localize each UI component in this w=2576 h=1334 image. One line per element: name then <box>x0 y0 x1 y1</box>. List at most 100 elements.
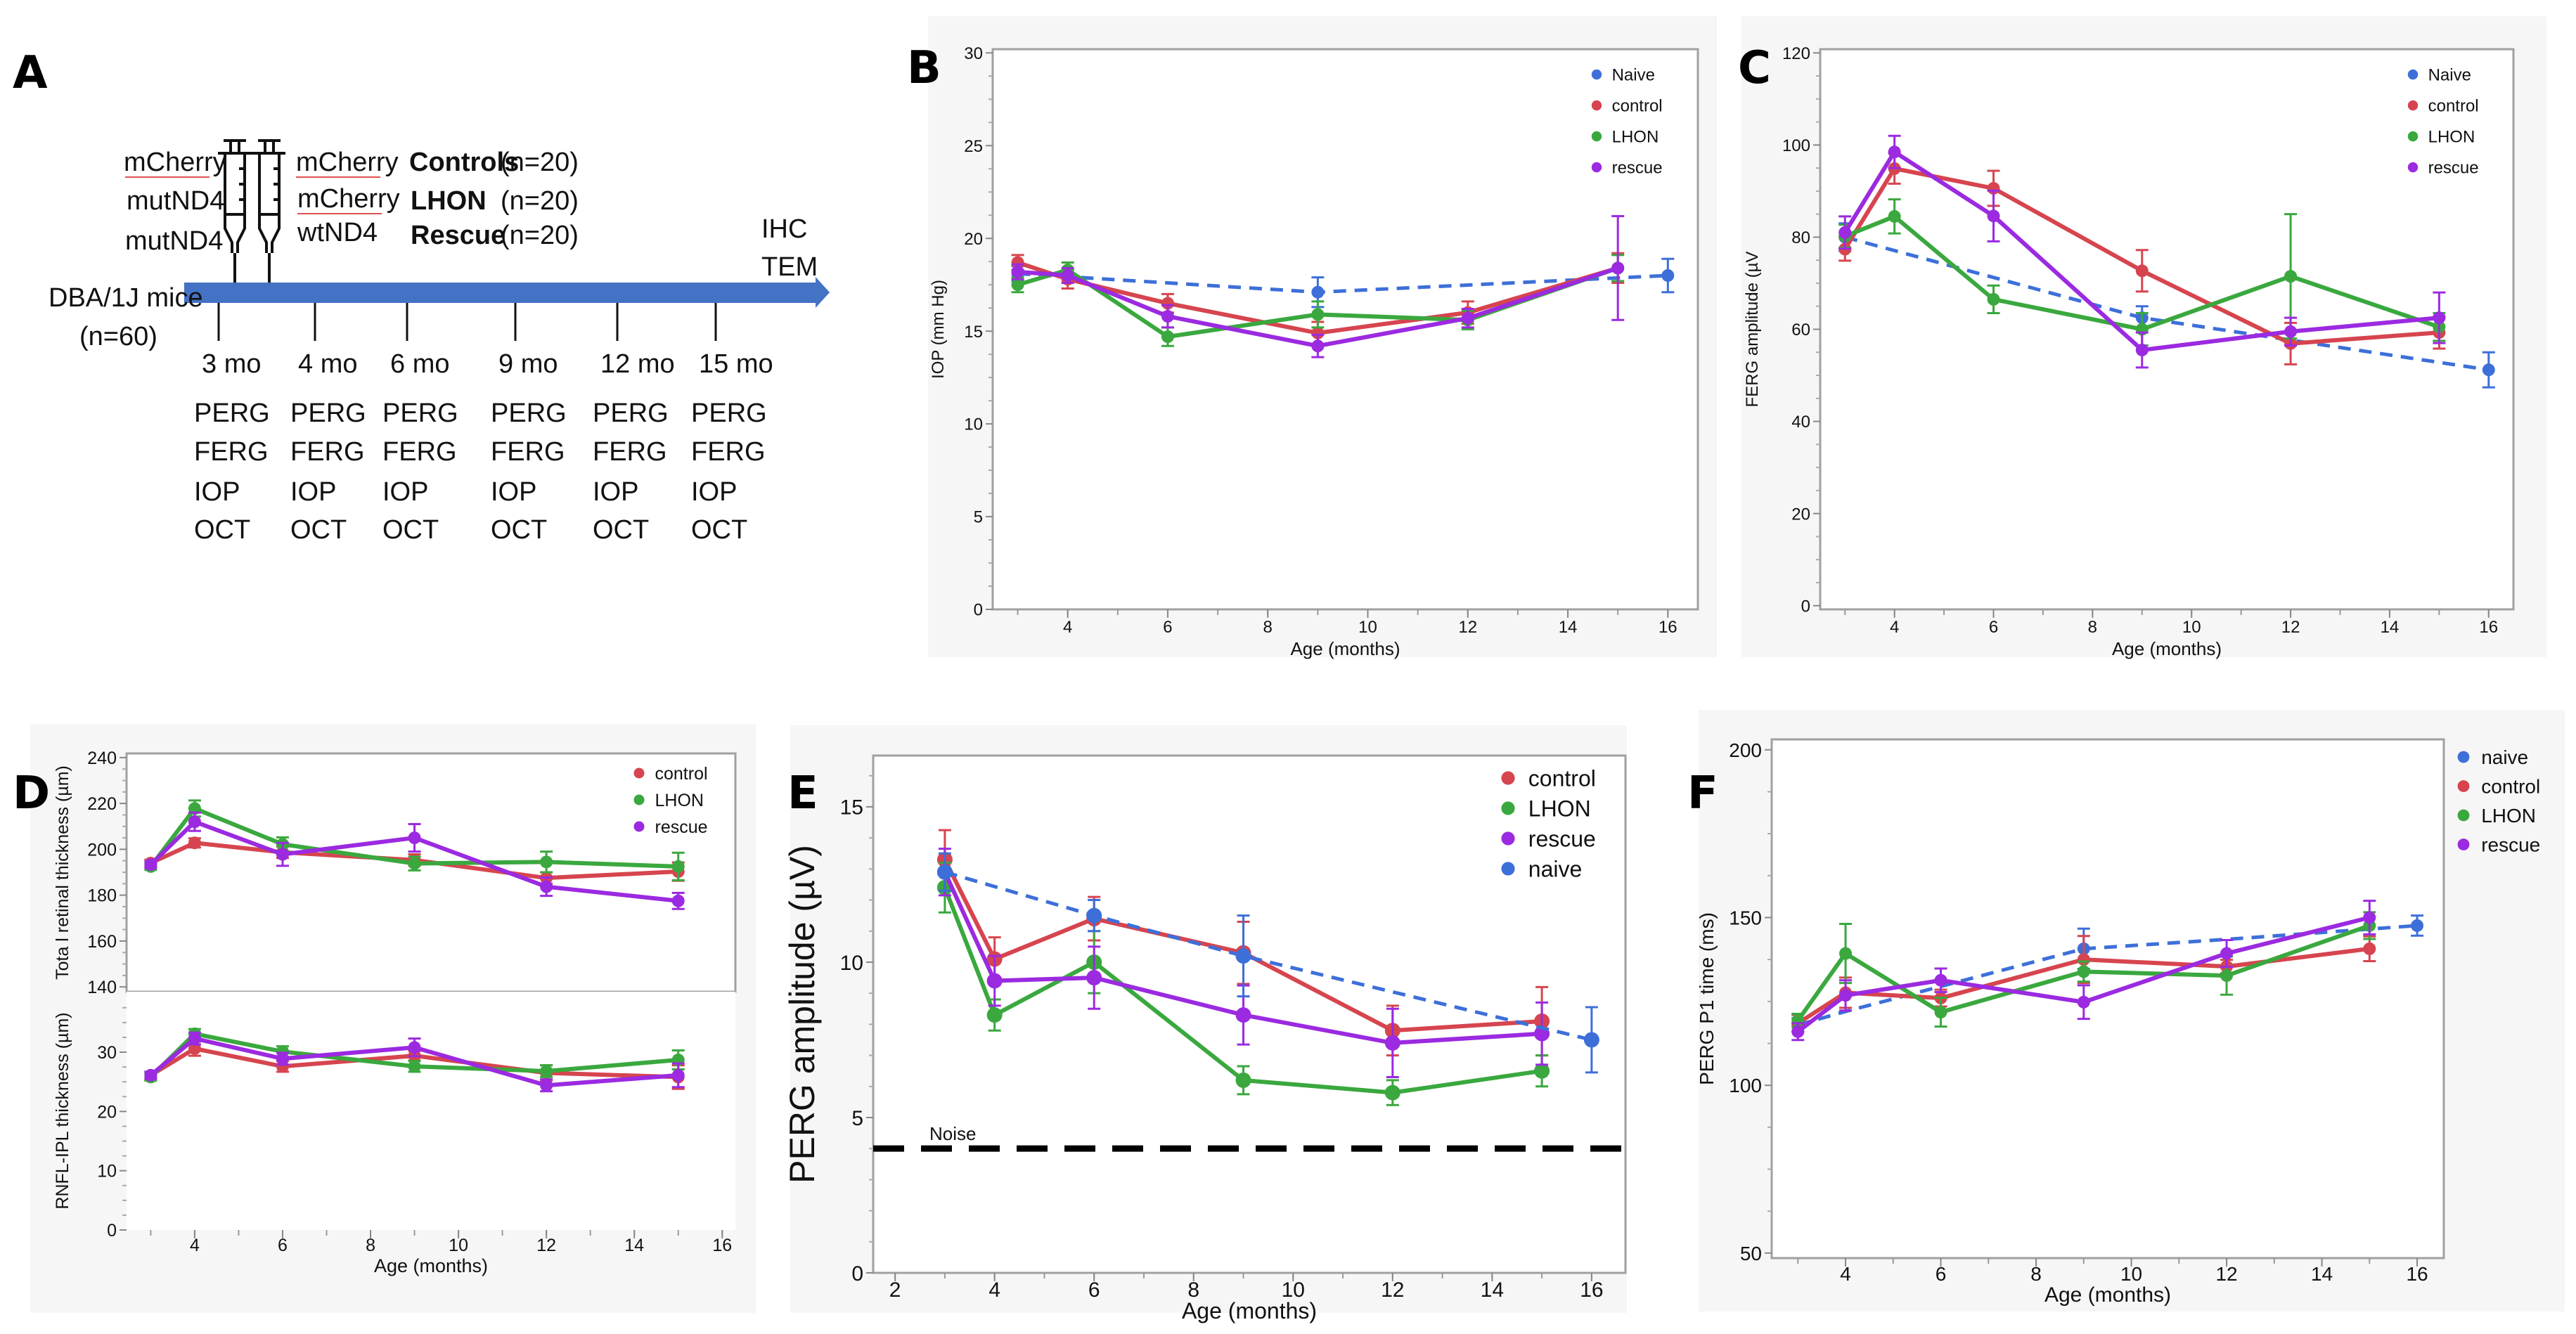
timepoint: 9 mo PERG FERG IOP OCT <box>491 303 567 545</box>
cohort-n: (n=60) <box>79 322 157 351</box>
legend-item: control <box>2407 97 2479 116</box>
data-point <box>2077 995 2090 1009</box>
x-tick-label: 10 <box>1282 1278 1305 1302</box>
timeline-diagram: mCherry mutND4 mutND4 mCherry mCherry wt… <box>49 139 830 545</box>
x-tick-label: 16 <box>1580 1278 1603 1302</box>
timepoint-label: 12 mo <box>600 349 675 379</box>
legend: Naive control LHON rescue <box>1591 66 1663 178</box>
data-point <box>1661 268 1675 282</box>
legend: Naive control LHON rescue <box>2407 66 2479 178</box>
series-line <box>1017 266 1619 349</box>
syringe-left-label: mutND4 <box>125 226 223 256</box>
panel-letter: B <box>907 42 941 94</box>
legend-label: LHON <box>1528 796 1591 822</box>
endpoint-label: TEM <box>761 252 818 282</box>
panel-letter: F <box>1687 768 1718 820</box>
plot-frame <box>1819 48 2515 611</box>
legend-label: naive <box>2481 746 2528 768</box>
data-point <box>1611 261 1625 275</box>
data-point <box>1011 256 1024 269</box>
legend-swatch <box>2407 162 2419 173</box>
data-point <box>2284 325 2298 338</box>
test-label: IOP <box>194 477 240 507</box>
y-tick-label: 25 <box>964 137 983 156</box>
y-axis-label: Tota l retinal thickness (µm) <box>53 765 72 980</box>
series-rescue <box>144 811 685 910</box>
data-point <box>1235 1007 1251 1023</box>
series-line <box>149 1036 678 1088</box>
legend-swatch <box>2457 780 2470 792</box>
data-point <box>1061 268 1074 282</box>
data-point <box>1839 947 1853 960</box>
series-line <box>1796 946 2370 1025</box>
series-line <box>1843 166 2440 346</box>
x-axis-label: Age (months) <box>1182 1298 1317 1323</box>
data-point <box>408 1060 421 1073</box>
data-point <box>2220 969 2234 983</box>
panel-letter: E <box>787 768 818 820</box>
syringe-left-label: mutND4 <box>127 186 224 216</box>
legend-item: rescue <box>1591 159 1663 178</box>
data-point <box>1161 297 1174 310</box>
data-point <box>144 1068 157 1082</box>
x-tick-label: 10 <box>1358 618 1377 637</box>
legend-label: LHON <box>1612 128 1659 147</box>
y-tick-label: 100 <box>1729 1075 1762 1096</box>
legend-label: LHON <box>2481 805 2536 827</box>
x-tick-label: 12 <box>2281 618 2300 637</box>
legend-swatch <box>1501 801 1515 815</box>
data-point <box>1011 278 1024 292</box>
data-point <box>671 894 685 907</box>
data-point <box>540 855 553 869</box>
legend-label: LHON <box>2428 128 2475 147</box>
data-point <box>1384 1035 1400 1051</box>
y-tick-label: 5 <box>974 508 983 527</box>
y-tick-label: 100 <box>1782 136 1810 155</box>
y-tick-label: 200 <box>87 840 117 860</box>
legend-swatch <box>633 794 645 805</box>
chart-C: 0 20 40 60 80 100 120 FERG amplitude (µV 4 6 8 10 12… <box>1743 44 2515 659</box>
series-line <box>944 870 1592 1042</box>
legend-item: naive <box>2457 746 2528 768</box>
data-point <box>1311 326 1325 339</box>
test-label: IOP <box>290 477 336 507</box>
legend-swatch <box>1501 831 1515 846</box>
syringe-left-label: mCherry <box>124 148 226 177</box>
test-label: IOP <box>593 477 638 507</box>
y-tick-label: 180 <box>87 886 117 906</box>
data-point <box>2433 311 2446 325</box>
y-tick-label: 5 <box>851 1107 863 1130</box>
timepoint-label: 9 mo <box>498 349 558 379</box>
series-line <box>1843 148 2440 353</box>
legend-label: control <box>2428 97 2479 116</box>
data-point <box>1987 292 2000 306</box>
endpoint-label: IHC <box>761 214 807 244</box>
y-tick-label: 10 <box>97 1162 117 1181</box>
group-name: LHON <box>411 186 487 216</box>
data-point <box>936 864 953 880</box>
x-tick-label: 8 <box>1187 1278 1199 1302</box>
timepoint-label: 6 mo <box>390 349 449 379</box>
series-line <box>150 841 678 881</box>
legend-label: naive <box>1528 857 1583 882</box>
series-naive <box>936 852 1599 1074</box>
timepoint-label: 15 mo <box>699 349 773 379</box>
y-tick-label: 30 <box>97 1043 117 1063</box>
syringe-icon <box>252 139 285 283</box>
timepoint-label: 3 mo <box>202 349 261 379</box>
y-tick-label: 200 <box>1729 739 1762 761</box>
test-label: OCT <box>382 515 439 545</box>
y-axis-label: RNFL-IPL thickness (µm) <box>53 1012 72 1209</box>
series-line <box>1844 214 2440 332</box>
y-tick-label: 40 <box>1791 413 1810 432</box>
data-point <box>1934 1006 1947 1019</box>
data-point <box>2220 947 2234 960</box>
legend-item: Naive <box>2407 66 2471 85</box>
legend-item: control <box>1501 766 1596 791</box>
x-tick-label: 6 <box>278 1236 288 1255</box>
timepoint-label: 4 mo <box>298 349 357 379</box>
legend-label: rescue <box>2481 834 2540 856</box>
legend-label: rescue <box>1612 159 1663 178</box>
legend: control LHON rescue <box>633 764 708 837</box>
data-point <box>1311 339 1325 353</box>
